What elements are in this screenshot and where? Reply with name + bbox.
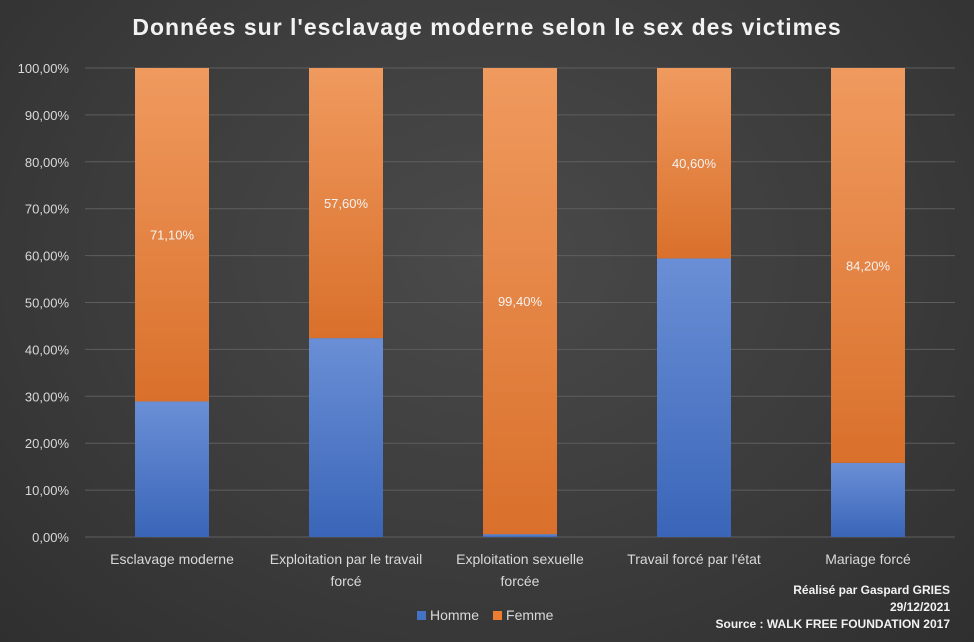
x-category-label: forcée [501, 573, 540, 589]
y-tick-label: 90,00% [25, 108, 70, 123]
x-category-label: Travail forcé par l'état [627, 551, 761, 567]
legend-label-femme: Femme [506, 607, 554, 623]
credits-date: 29/12/2021 [889, 600, 950, 614]
credits-author: Réalisé par Gaspard GRIES [793, 583, 950, 597]
chart-title: Données sur l'esclavage moderne selon le… [132, 14, 842, 40]
chart-legend: Homme Femme [417, 607, 553, 623]
y-tick-label: 20,00% [25, 436, 70, 451]
y-tick-label: 100,00% [18, 61, 70, 76]
y-tick-label: 10,00% [25, 483, 70, 498]
x-category-label: Exploitation sexuelle [456, 551, 584, 567]
y-tick-label: 70,00% [25, 202, 70, 217]
legend-label-homme: Homme [430, 607, 480, 623]
data-label: 71,10% [150, 228, 195, 243]
credits-block: Réalisé par Gaspard GRIES 29/12/2021 Sou… [716, 582, 950, 633]
legend-swatch-homme [417, 610, 426, 620]
bar-femme [831, 68, 905, 463]
bar-homme [483, 534, 557, 537]
y-tick-label: 30,00% [25, 389, 70, 404]
bar-homme [657, 258, 731, 537]
bar-homme [309, 338, 383, 537]
bar-femme [135, 68, 209, 402]
data-label: 84,20% [846, 258, 891, 273]
y-tick-label: 50,00% [25, 296, 70, 311]
data-label: 40,60% [672, 156, 717, 171]
bar-femme [309, 68, 383, 339]
data-label: 57,60% [324, 196, 369, 211]
data-label: 99,40% [498, 294, 543, 309]
bar-femme [483, 68, 557, 535]
bar-homme [831, 462, 905, 537]
credits-source: Source : WALK FREE FOUNDATION 2017 [715, 617, 950, 631]
x-category-label: Exploitation par le travail [270, 551, 423, 567]
y-tick-label: 40,00% [25, 342, 70, 357]
legend-item-femme: Femme [493, 607, 553, 623]
y-tick-label: 0,00% [32, 530, 69, 545]
x-category-label: forcé [330, 573, 361, 589]
legend-item-homme: Homme [417, 607, 479, 623]
legend-swatch-femme [493, 610, 503, 620]
x-category-label: Esclavage moderne [110, 551, 234, 567]
x-category-label: Mariage forcé [825, 551, 911, 567]
bar-femme [657, 68, 731, 259]
y-tick-label: 60,00% [25, 249, 70, 264]
bar-homme [135, 401, 209, 537]
y-tick-label: 80,00% [25, 155, 70, 170]
